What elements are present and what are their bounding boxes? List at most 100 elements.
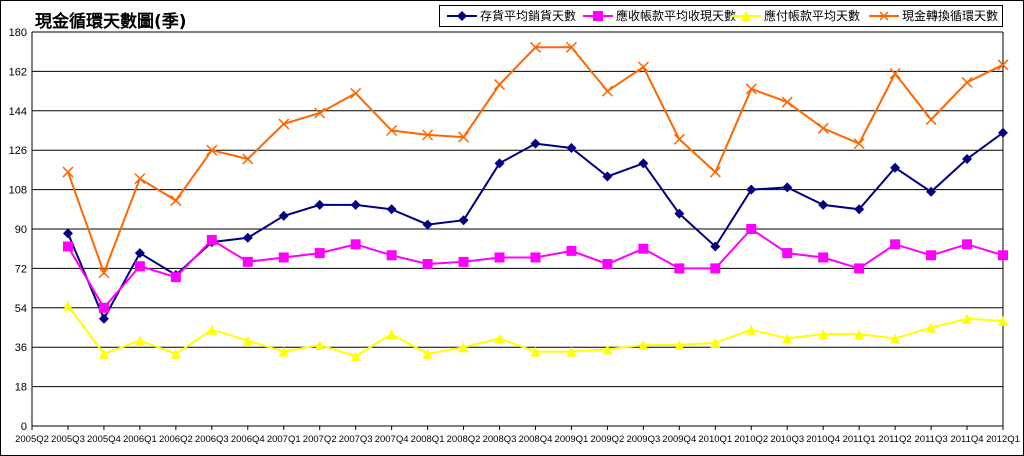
- data-point-diamond: [818, 199, 829, 210]
- series-line-0: [67, 131, 1004, 321]
- data-point-triangle: [602, 344, 613, 355]
- legend-label-inventory: 存貨平均銷貨天數: [480, 9, 577, 23]
- data-point-diamond: [242, 232, 253, 243]
- data-point-diamond: [746, 184, 757, 195]
- legend-marker-x-icon: [869, 11, 899, 21]
- x-tick-label: 2006Q1: [123, 434, 157, 445]
- x-tick-label: 2007Q3: [339, 434, 373, 445]
- data-point-square: [638, 243, 649, 254]
- data-point-diamond: [854, 204, 865, 215]
- data-point-x-b: [458, 131, 470, 143]
- x-tick-label: 2005Q2: [15, 434, 49, 445]
- data-point-triangle: [206, 324, 217, 335]
- data-point-triangle: [674, 340, 685, 351]
- data-point-diamond: [278, 210, 289, 221]
- data-point-triangle: [746, 324, 757, 335]
- data-point-x-b: [386, 124, 398, 137]
- data-point-square: [962, 239, 973, 250]
- data-point-triangle: [170, 348, 181, 359]
- data-point-x-b: [170, 195, 182, 207]
- data-point-square: [746, 224, 757, 234]
- data-point-x-b: [422, 129, 434, 141]
- data-point-diamond: [602, 171, 613, 182]
- data-point-square: [98, 302, 109, 313]
- data-point-diamond: [890, 162, 901, 173]
- data-point-diamond: [98, 313, 109, 324]
- data-point-square: [602, 259, 613, 270]
- data-point-x-b: [134, 173, 146, 185]
- data-point-diamond: [926, 186, 937, 197]
- data-point-square: [134, 261, 145, 272]
- data-point-diamond: [998, 127, 1008, 138]
- x-tick-label: 2008Q4: [519, 434, 553, 445]
- data-point-x-b: [925, 114, 937, 126]
- data-point-x-b: [206, 144, 218, 156]
- chart-title: 現金循環天數圖(季): [35, 12, 187, 32]
- data-point-diamond: [314, 199, 325, 210]
- data-point-triangle: [458, 342, 469, 353]
- y-tick-label: 72: [15, 263, 27, 275]
- x-tick-label: 2011Q3: [915, 434, 948, 445]
- data-point-triangle: [242, 335, 253, 346]
- legend-marker-square-icon: [583, 11, 613, 21]
- data-point-square: [206, 234, 217, 245]
- y-tick-label: 108: [9, 185, 27, 197]
- data-point-triangle: [890, 333, 901, 344]
- data-point-square: [458, 256, 469, 267]
- data-point-x-b: [62, 166, 74, 178]
- data-point-square: [422, 259, 433, 270]
- data-point-square: [494, 252, 505, 263]
- x-tick-label: 2011Q1: [843, 434, 876, 445]
- y-tick-label: 0: [21, 421, 27, 433]
- data-point-triangle: [98, 348, 109, 359]
- data-point-square: [566, 245, 577, 256]
- data-point-triangle: [782, 333, 793, 344]
- data-point-x-b: [350, 87, 362, 99]
- data-point-square: [710, 263, 721, 274]
- data-point-x-b: [745, 83, 757, 95]
- data-point-diamond: [422, 219, 433, 230]
- y-tick-label: 180: [9, 27, 27, 39]
- data-point-triangle: [530, 346, 541, 357]
- y-tick-label: 144: [9, 106, 27, 118]
- legend-label-receivables: 應收帳款平均收現天數: [616, 9, 737, 23]
- y-tick-label: 18: [15, 382, 27, 394]
- y-tick-label: 54: [15, 303, 27, 315]
- data-point-x-b: [817, 122, 829, 134]
- x-tick-label: 2007Q4: [375, 434, 409, 445]
- x-tick-label: 2006Q2: [159, 434, 193, 445]
- data-point-triangle: [62, 300, 73, 311]
- data-point-diamond: [962, 153, 973, 164]
- data-point-x-b: [637, 61, 649, 73]
- data-point-triangle: [638, 340, 649, 351]
- data-point-square: [242, 256, 253, 267]
- data-point-triangle: [350, 350, 361, 361]
- x-tick-label: 2008Q3: [483, 434, 517, 445]
- data-point-x-b: [98, 267, 110, 279]
- data-point-square: [278, 252, 289, 263]
- data-point-square: [530, 252, 541, 263]
- data-point-diamond: [134, 248, 145, 259]
- data-point-diamond: [674, 208, 685, 219]
- data-point-triangle: [998, 315, 1008, 326]
- legend-marker-diamond-icon: [447, 11, 477, 21]
- data-point-triangle: [962, 313, 973, 324]
- data-point-diamond: [566, 143, 577, 154]
- data-point-triangle: [386, 329, 397, 340]
- x-tick-label: 2006Q3: [195, 434, 229, 445]
- data-point-x-b: [529, 41, 542, 53]
- y-tick-label: 126: [9, 145, 27, 157]
- x-tick-label: 2007Q2: [303, 434, 337, 445]
- x-tick-label: 2011Q2: [879, 434, 912, 445]
- data-point-square: [62, 241, 73, 252]
- legend-label-cash-cycle: 現金轉換循環天數: [902, 9, 999, 23]
- data-point-triangle: [422, 348, 433, 359]
- data-point-diamond: [62, 228, 73, 239]
- x-tick-label: 2010Q3: [770, 434, 804, 445]
- data-point-square: [314, 248, 325, 259]
- x-tick-label: 2008Q1: [411, 434, 445, 445]
- y-tick-label: 90: [15, 224, 27, 236]
- data-point-x-b: [242, 153, 254, 165]
- data-point-diamond: [782, 182, 793, 193]
